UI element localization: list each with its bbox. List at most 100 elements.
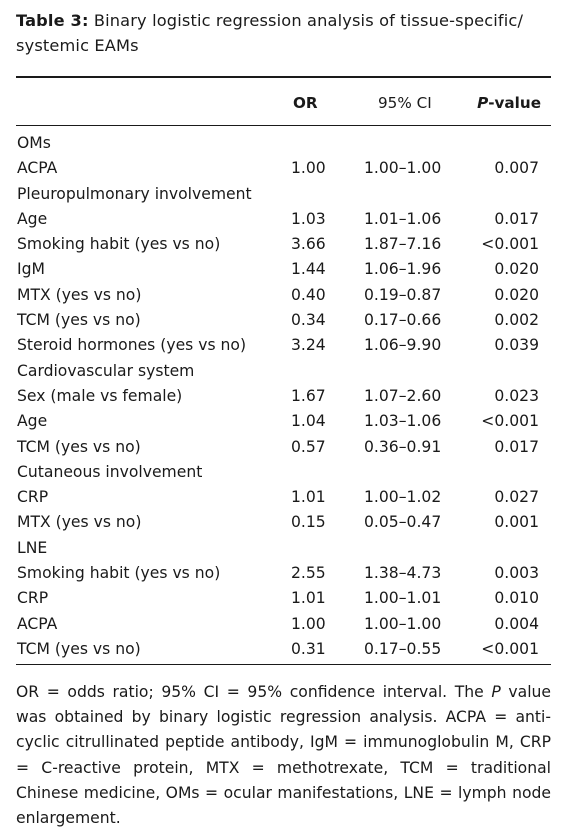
header-rule <box>16 125 551 126</box>
row-ci: 1.00–1.02 <box>364 488 442 507</box>
table-row: MTX (yes vs no) 0.15 0.05–0.47 0.001 <box>0 510 565 535</box>
row-ci: 0.17–0.66 <box>364 311 442 330</box>
row-or: 0.40 <box>291 285 326 304</box>
row-label: MTX (yes vs no) <box>17 285 142 304</box>
row-ci: 1.06–1.96 <box>364 260 442 279</box>
row-ci: 0.05–0.47 <box>364 513 442 532</box>
row-p-value: <0.001 <box>481 639 539 658</box>
row-or: 1.04 <box>291 412 326 431</box>
row-p-value: 0.020 <box>494 260 539 279</box>
row-ci: 1.06–9.90 <box>364 336 442 355</box>
row-ci: 1.87–7.16 <box>364 235 442 254</box>
table-row: Steroid hormones (yes vs no) 3.24 1.06–9.9… <box>0 333 565 358</box>
row-ci: 1.00–1.01 <box>364 589 442 608</box>
table-row: MTX (yes vs no) 0.40 0.19–0.87 0.020 <box>0 283 565 308</box>
row-or: 3.66 <box>291 235 326 254</box>
row-ci: 1.00–1.00 <box>364 159 442 178</box>
row-label: Age <box>17 209 48 228</box>
table-bottom-rule <box>16 664 551 665</box>
row-label: LNE <box>17 538 48 557</box>
table-row: Age 1.04 1.03–1.06 <0.001 <box>0 409 565 434</box>
row-or: 1.00 <box>291 614 326 633</box>
row-or: 1.01 <box>291 589 326 608</box>
row-or: 1.03 <box>291 209 326 228</box>
header-p-value: P-value <box>477 93 541 113</box>
row-ci: 1.03–1.06 <box>364 412 442 431</box>
row-p-value: 0.001 <box>494 513 539 532</box>
row-p-value: 0.003 <box>494 564 539 583</box>
row-label: Cutaneous involvement <box>17 462 203 481</box>
table-row: ACPA 1.00 1.00–1.00 0.004 <box>0 612 565 637</box>
table-footnote: OR = odds ratio; 95% CI = 95% confidence… <box>16 680 551 831</box>
row-ci: 0.36–0.91 <box>364 437 442 456</box>
header-p-suffix: -value <box>488 94 541 112</box>
row-label: TCM (yes vs no) <box>17 311 141 330</box>
row-label: MTX (yes vs no) <box>17 513 142 532</box>
table-top-rule <box>16 76 551 78</box>
header-ci: 95% CI <box>378 94 432 112</box>
table-row: Smoking habit (yes vs no) 2.55 1.38–4.73 0.… <box>0 561 565 586</box>
table-row: Cardiovascular system <box>0 359 565 384</box>
row-or: 1.67 <box>291 386 326 405</box>
row-p-value: 0.017 <box>494 209 539 228</box>
header-or: OR <box>293 94 318 112</box>
row-p-value: 0.039 <box>494 336 539 355</box>
table-row: TCM (yes vs no) 0.31 0.17–0.55 <0.001 <box>0 637 565 662</box>
table-caption: Table 3: Binary logistic regression anal… <box>16 8 551 58</box>
table-row: TCM (yes vs no) 0.57 0.36–0.91 0.017 <box>0 435 565 460</box>
row-p-value: <0.001 <box>481 235 539 254</box>
row-label: ACPA <box>17 614 58 633</box>
row-or: 0.34 <box>291 311 326 330</box>
row-p-value: 0.004 <box>494 614 539 633</box>
row-label: ACPA <box>17 159 58 178</box>
row-label: Cardiovascular system <box>17 361 195 380</box>
row-p-value: <0.001 <box>481 412 539 431</box>
row-label: TCM (yes vs no) <box>17 639 141 658</box>
row-or: 0.31 <box>291 639 326 658</box>
table-row: OMs <box>0 131 565 156</box>
row-label: Pleuropulmonary involvement <box>17 184 252 203</box>
row-p-value: 0.023 <box>494 386 539 405</box>
row-label: CRP <box>17 488 49 507</box>
table-row: Age 1.03 1.01–1.06 0.017 <box>0 207 565 232</box>
header-p-letter: P <box>477 94 489 112</box>
row-or: 3.24 <box>291 336 326 355</box>
row-or: 0.15 <box>291 513 326 532</box>
row-ci: 1.07–2.60 <box>364 386 442 405</box>
row-label: CRP <box>17 589 49 608</box>
table-row: CRP 1.01 1.00–1.01 0.010 <box>0 586 565 611</box>
row-ci: 1.38–4.73 <box>364 564 442 583</box>
table-row: Smoking habit (yes vs no) 3.66 1.87–7.16 <0… <box>0 232 565 257</box>
table-row: Pleuropulmonary involvement <box>0 182 565 207</box>
row-label: IgM <box>17 260 45 279</box>
row-label: Steroid hormones (yes vs no) <box>17 336 247 355</box>
row-ci: 0.17–0.55 <box>364 639 442 658</box>
row-p-value: 0.007 <box>494 159 539 178</box>
row-label: Smoking habit (yes vs no) <box>17 235 221 254</box>
table-row: IgM 1.44 1.06–1.96 0.020 <box>0 257 565 282</box>
footnote-part2: value was obtained by binary logistic re… <box>16 683 551 828</box>
row-label: Age <box>17 412 48 431</box>
table-caption-label: Table 3: <box>16 11 89 30</box>
row-p-value: 0.017 <box>494 437 539 456</box>
table-row: ACPA 1.00 1.00–1.00 0.007 <box>0 156 565 181</box>
row-or: 1.00 <box>291 159 326 178</box>
table-row: Cutaneous involvement <box>0 460 565 485</box>
table-body: OMs ACPA 1.00 1.00–1.00 0.007 Pleuropulmonary… <box>0 131 565 662</box>
row-p-value: 0.002 <box>494 311 539 330</box>
row-ci: 1.01–1.06 <box>364 209 442 228</box>
row-or: 2.55 <box>291 564 326 583</box>
table-row: LNE <box>0 536 565 561</box>
row-label: Smoking habit (yes vs no) <box>17 564 221 583</box>
row-ci: 0.19–0.87 <box>364 285 442 304</box>
row-or: 1.01 <box>291 488 326 507</box>
row-p-value: 0.020 <box>494 285 539 304</box>
row-p-value: 0.010 <box>494 589 539 608</box>
row-or: 1.44 <box>291 260 326 279</box>
row-p-value: 0.027 <box>494 488 539 507</box>
table-row: Sex (male vs female) 1.67 1.07–2.60 0.023 <box>0 384 565 409</box>
row-ci: 1.00–1.00 <box>364 614 442 633</box>
row-or: 0.57 <box>291 437 326 456</box>
table-row: CRP 1.01 1.00–1.02 0.027 <box>0 485 565 510</box>
footnote-p-letter: P <box>491 683 501 701</box>
